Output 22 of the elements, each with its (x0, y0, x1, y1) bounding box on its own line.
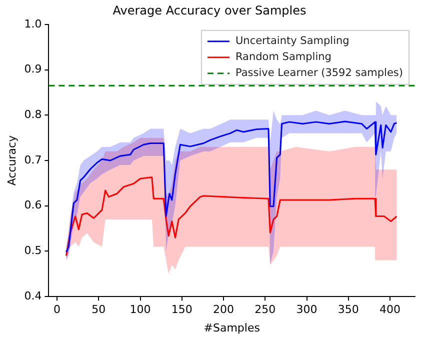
legend-label: Random Sampling (235, 51, 332, 64)
x-tick-label: 350 (338, 303, 359, 316)
y-tick-label: 0.5 (24, 244, 42, 258)
legend-label: Uncertainty Sampling (235, 35, 350, 48)
legend-label: Passive Learner (3592 samples) (235, 67, 404, 80)
x-tick-label: 50 (92, 303, 106, 316)
y-axis-title: Accuracy (5, 134, 18, 186)
chart-title: Average Accuracy over Samples (112, 3, 306, 18)
y-tick-label: 0.9 (24, 62, 42, 76)
x-tick-label: 250 (254, 303, 276, 316)
y-tick-label: 0.7 (24, 153, 42, 166)
y-tick-label: 0.6 (24, 198, 42, 212)
x-tick-label: 300 (296, 303, 318, 316)
x-axis-title: #Samples (204, 321, 260, 334)
x-tick-label: 400 (380, 303, 401, 316)
y-tick-label: 1.0 (24, 17, 42, 30)
x-tick-label: 200 (213, 303, 234, 316)
y-tick-label: 0.4 (24, 289, 42, 302)
x-tick-label: 100 (130, 303, 151, 316)
x-tick-label: 150 (171, 303, 192, 316)
y-tick-label: 0.8 (24, 108, 42, 121)
x-tick-label: 0 (54, 303, 61, 316)
